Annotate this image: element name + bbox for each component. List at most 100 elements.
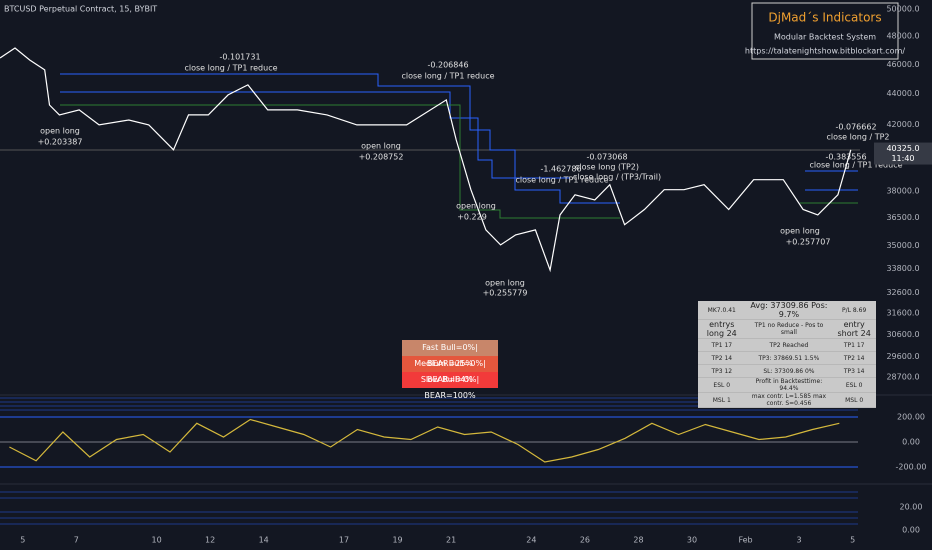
stats-row: MK7.0.41 Avg: 37309.86 Pos: 9.7% P/L 8.69	[698, 301, 876, 320]
y-tick-label: 35000.0	[886, 241, 919, 250]
y-tick-label: 33800.0	[886, 264, 919, 273]
last-price: 40325.0	[886, 144, 919, 153]
x-tick-label: 17	[339, 536, 349, 545]
x-tick-label: 12	[205, 536, 215, 545]
indicator-url: https://talatenightshow.bitblockart.com/	[745, 47, 905, 56]
annotation: +0.208752	[359, 153, 404, 162]
indicator-subtitle: Modular Backtest System	[774, 33, 876, 42]
stats-row: entrys long 24 TP1 no Reduce - Pos to sma…	[698, 319, 876, 339]
osc-tick-label: 0.00	[902, 438, 920, 447]
stats-row: TP2 14 TP3: 37869.51 1.5% TP2 14	[698, 351, 876, 365]
x-tick-label: 3	[797, 536, 802, 545]
annotation: close long / TP2	[827, 133, 890, 142]
stats-cell: TP2 Reached	[745, 338, 833, 352]
annotation: close long / TP1 reduce	[184, 64, 277, 73]
y-tick-label: 46000.0	[886, 60, 919, 69]
tp-line	[60, 73, 620, 204]
stats-cell: ESL 0	[832, 377, 876, 393]
x-tick-label: 19	[392, 536, 402, 545]
y-tick-label: 42000.0	[886, 120, 919, 129]
x-tick-label: 26	[580, 536, 590, 545]
stats-row: TP1 17 TP2 Reached TP1 17	[698, 338, 876, 352]
annotation: close long / TP1 reduce	[401, 72, 494, 81]
annotation: -0.073068	[586, 153, 627, 162]
stats-row: MSL 1 max contr. L=1.585 max contr. S=0.4…	[698, 392, 876, 408]
price-line	[0, 47, 852, 273]
stats-cell: Avg: 37309.86 Pos: 9.7%	[745, 301, 833, 320]
annotation: open long	[456, 202, 496, 211]
bias-row: Slow Bull=0%| BEAR=100%	[402, 372, 498, 400]
annotation: -1.462786	[540, 165, 581, 174]
bias-row: Medium Bull=0%| BEAR=84%	[402, 356, 498, 384]
annotation: +0.229	[457, 213, 487, 222]
annotation: close long / TP1 reduce	[515, 176, 608, 185]
stats-cell: TP1 17	[832, 338, 876, 352]
x-tick-label: Feb	[738, 536, 752, 545]
stats-cell: TP3 14	[832, 364, 876, 378]
stats-row: ESL 0 Profit in Backtesttime: 94.4% ESL 0	[698, 377, 876, 393]
indicator-title: DjMad´s Indicators	[768, 11, 881, 25]
annotation: close long (TP2)	[575, 163, 639, 172]
annotation: -0.206846	[427, 61, 468, 70]
y-tick-label: 48000.0	[886, 32, 919, 41]
stats-cell: TP1 no Reduce - Pos to small	[745, 319, 833, 339]
y-tick-label: 31600.0	[886, 309, 919, 318]
stats-cell: entry short 24	[832, 319, 876, 339]
annotation: -0.383556	[825, 153, 866, 162]
symbol: BTCUSD Perpetual Contract, 15, BYBIT	[4, 5, 157, 14]
annotation: close long / (TP3/Trail)	[573, 173, 661, 182]
last-price-box	[874, 142, 932, 165]
x-tick-label: 7	[74, 536, 79, 545]
stats-cell: Profit in Backtesttime: 94.4%	[745, 377, 833, 393]
y-tick-label: 32600.0	[886, 288, 919, 297]
stats-cell: entrys long 24	[698, 319, 746, 339]
x-tick-label: 30	[687, 536, 697, 545]
x-tick-label: 24	[526, 536, 536, 545]
x-tick-label: 10	[152, 536, 162, 545]
oscillator-line	[9, 418, 840, 463]
stats-row: TP3 12 SL: 37309.86 0% TP3 14	[698, 364, 876, 378]
annotation: -0.101731	[219, 53, 260, 62]
bias-box: Fast Bull=0%| BEAR=25% Medium Bull=0%| B…	[402, 340, 498, 400]
stats-cell: max contr. L=1.585 max contr. S=0.456	[745, 392, 833, 408]
stats-table: MK7.0.41 Avg: 37309.86 Pos: 9.7% P/L 8.69 e…	[698, 301, 876, 408]
annotation: open long	[40, 127, 80, 136]
annotation: open long	[361, 142, 401, 151]
x-tick-label: 28	[633, 536, 643, 545]
x-tick-label: 14	[259, 536, 269, 545]
annotation: +0.255779	[483, 289, 528, 298]
stats-cell: MK7.0.41	[698, 301, 746, 320]
bias-row: Fast Bull=0%| BEAR=25%	[402, 340, 498, 368]
lower-tick-label: 20.00	[900, 503, 923, 512]
stats-cell: TP3 12	[698, 364, 746, 378]
tp-line	[60, 91, 570, 179]
stats-cell: ESL 0	[698, 377, 746, 393]
level-lines	[60, 73, 858, 219]
stats-cell: P/L 8.69	[832, 301, 876, 320]
y-tick-label: 36500.0	[886, 213, 919, 222]
y-tick-label: 38000.0	[886, 186, 919, 195]
annotation: open long	[780, 227, 820, 236]
x-tick-label: 21	[446, 536, 456, 545]
entry-line	[60, 104, 620, 219]
last-time: 11:40	[891, 154, 914, 163]
annotation: open long	[485, 279, 525, 288]
annotation: close long / TP1 reduce	[809, 161, 902, 170]
osc-tick-label: 200.00	[897, 413, 925, 422]
annotation: +0.257707	[786, 238, 831, 247]
stats-cell: TP2 14	[698, 351, 746, 365]
stats-cell: MSL 1	[698, 392, 746, 408]
osc-tick-label: -200.00	[896, 463, 927, 472]
stats-cell: MSL 0	[832, 392, 876, 408]
x-tick-label: 5	[20, 536, 25, 545]
y-tick-label: 50000.0	[886, 5, 919, 14]
lower-tick-label: 0.00	[902, 526, 920, 535]
annotation: -0.076662	[835, 123, 876, 132]
y-tick-label: 30600.0	[886, 330, 919, 339]
stats-cell: TP3: 37869.51 1.5%	[745, 351, 833, 365]
y-tick-label: 44000.0	[886, 89, 919, 98]
stats-cell: TP1 17	[698, 338, 746, 352]
x-tick-label: 5	[850, 536, 855, 545]
